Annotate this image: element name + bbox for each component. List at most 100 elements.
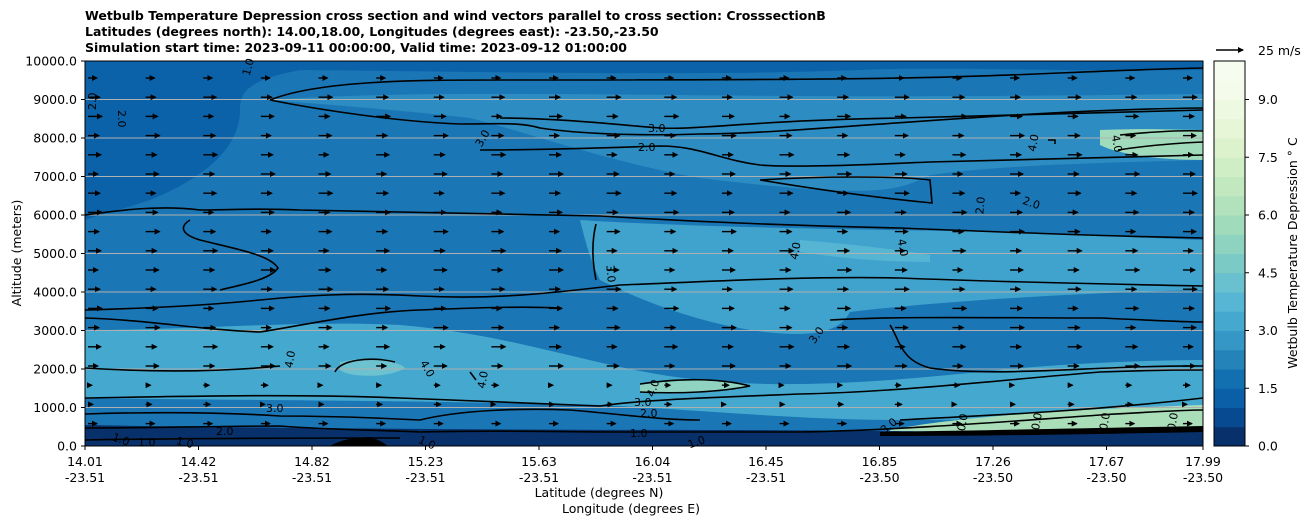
colorbar-tick-label: 4.5 (1258, 265, 1278, 280)
contour-label: 4.0 (788, 241, 804, 260)
y-tick-label: 4000.0 (33, 285, 77, 300)
colorbar-swatch (1214, 176, 1245, 197)
chart-title-line-2: Latitudes (degrees north): 14.00,18.00, … (85, 24, 659, 39)
fill-upper-dark (85, 61, 1203, 220)
contour-label: 4.0 (475, 370, 491, 389)
colorbar-swatch (1214, 138, 1245, 158)
colorbar-swatch (1214, 253, 1245, 274)
y-axis-label: Altitude (meters) (9, 200, 24, 307)
contour-label: 4.0 (282, 350, 298, 369)
contour-line (85, 207, 1203, 239)
y-tick-label: 7000.0 (33, 169, 77, 184)
fill-terrain (330, 437, 388, 446)
x-tick-label-lon: -23.50 (1086, 470, 1126, 485)
contour-line (592, 223, 597, 281)
y-tick-label: 1000.0 (33, 400, 77, 415)
contour-label: 4.0 (644, 378, 662, 399)
colorbar-tick-label: 3.0 (1258, 323, 1278, 338)
x-tick-label-lat: 17.67 (1089, 454, 1125, 469)
contour-line (85, 409, 1203, 433)
contour-label: 0.0 (1165, 412, 1181, 431)
contour-label: 4.0 (895, 238, 911, 257)
contour-label: 1.0 (686, 433, 707, 451)
contour-line (85, 365, 281, 372)
colorbar-swatch (1214, 272, 1245, 293)
fill-lower-patch (340, 359, 405, 376)
contour-label: 2.0 (640, 407, 658, 420)
contour-label: 0.0 (955, 413, 971, 432)
x-tick-label-lat: 15.63 (521, 454, 557, 469)
colorbar-swatch (1214, 157, 1245, 177)
y-tick-label: 6000.0 (33, 208, 77, 223)
x-tick-label-lon: -23.50 (973, 470, 1013, 485)
contour-label: 2.0 (216, 425, 234, 438)
chart-title-line-1: Wetbulb Temperature Depression cross sec… (85, 8, 826, 23)
colorbar-swatch (1214, 80, 1245, 100)
fill-right-green-upper (1100, 129, 1203, 160)
colorbar-swatch (1214, 369, 1245, 389)
x-tick-label-lon: -23.51 (405, 470, 445, 485)
contour-label: 2.0 (1021, 194, 1042, 212)
x-tick-label-lat: 16.04 (635, 454, 671, 469)
x-tick-label-lon: -23.51 (632, 470, 672, 485)
x-tick-label-lon: -23.51 (746, 470, 786, 485)
contour-line (85, 306, 561, 333)
contour-label: 3.0 (266, 402, 284, 415)
x-tick-label-lon: -23.51 (292, 470, 332, 485)
x-axis-label-longitude: Longitude (degrees E) (562, 501, 700, 516)
colorbar-ticks: 0.0 1.5 3.0 4.5 6.0 7.5 9.0 (1245, 92, 1278, 454)
fill-mid-light (580, 220, 1203, 334)
contour-label: 3.0 (603, 264, 617, 283)
contour-label: 3.0 (634, 396, 652, 409)
x-tick-label-lat: 14.82 (294, 454, 330, 469)
x-tick-label-lat: 17.99 (1185, 454, 1221, 469)
contour-label: 4.0 (1109, 134, 1125, 153)
y-tick-label: 3000.0 (33, 323, 77, 338)
quiver-key-label: 25 m/s (1258, 43, 1301, 58)
contour-label: 2.0 (638, 141, 656, 154)
x-axis: 14.01-23.5114.42-23.5114.82-23.5115.23-2… (65, 446, 1223, 485)
contour-label: 1.0 (110, 431, 131, 449)
contour-line (85, 276, 1203, 311)
terrain-line (880, 426, 1203, 436)
colorbar-tick-label: 9.0 (1258, 92, 1278, 107)
contour-line (1119, 129, 1203, 136)
colorbar-swatch (1214, 311, 1245, 331)
x-axis-label-latitude: Latitude (degrees N) (535, 485, 664, 500)
contour-label: 4.0 (1026, 133, 1042, 152)
colorbar-swatch (1214, 195, 1245, 216)
contour-line (269, 67, 1203, 101)
colorbar-tick-label: 6.0 (1258, 208, 1278, 223)
x-tick-label-lon: -23.51 (178, 470, 218, 485)
x-tick-label-lat: 16.45 (748, 454, 784, 469)
x-tick-label-lat: 16.85 (862, 454, 898, 469)
contour-line (334, 358, 396, 373)
colorbar-swatch (1214, 118, 1245, 139)
x-tick-label-lat: 14.42 (181, 454, 217, 469)
contour-line (899, 397, 1203, 421)
colorbar-swatch (1214, 330, 1245, 351)
contour-label: 1.0 (138, 436, 156, 449)
colorbar-swatch (1214, 292, 1245, 312)
colorbar (1214, 61, 1245, 447)
colorbar-label: Wetbulb Temperature Depression ° C (1285, 137, 1300, 369)
colorbar-swatch (1214, 407, 1245, 428)
contour-label: 1.0 (630, 427, 648, 440)
y-tick-label: 9000.0 (33, 92, 77, 107)
colorbar-swatch (1214, 61, 1245, 81)
x-tick-label-lat: 15.23 (408, 454, 444, 469)
colorbar-swatch (1214, 426, 1245, 447)
contour-line (182, 219, 279, 291)
contour-label: 0.0 (1029, 412, 1045, 431)
contour-line (269, 99, 1203, 136)
contour-label: 3.0 (648, 122, 666, 135)
contour-label: 2.0 (115, 110, 128, 128)
contour-line (85, 408, 701, 421)
fill-mid-lighter (800, 240, 930, 262)
x-tick-label-lat: 17.26 (975, 454, 1011, 469)
contour-label: 0.0 (1097, 412, 1113, 431)
x-tick-label-lon: -23.50 (859, 470, 899, 485)
contour-line (759, 176, 933, 204)
contour-line (85, 437, 401, 441)
contour-label-layer: 3.0 2.0 3.0 1.0 2.0 2.0 4.0 4.0 2.0 2.0 … (86, 57, 1181, 453)
